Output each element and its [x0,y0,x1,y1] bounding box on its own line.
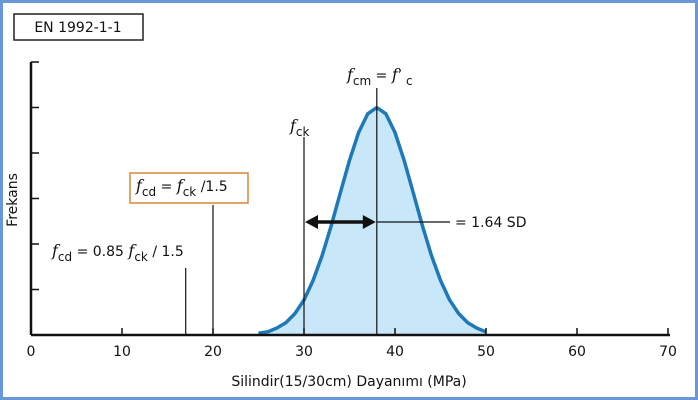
curve [258,105,487,335]
label-part: ck [296,125,310,139]
label-part: cd [58,250,72,264]
label-part: f [51,241,61,260]
label-part: /1.5 [196,179,227,195]
label-part: ck [134,250,148,264]
x-tick-label: 40 [386,344,404,360]
label-part: c [402,74,412,88]
label-part: = [371,68,392,84]
arrow-head [362,215,376,229]
label-part: cm [353,74,371,88]
label-part: ’ [398,68,402,84]
label-part: f [135,176,145,195]
label-part: ck [183,185,197,199]
x-axis-title: Silindir(15/30cm) Dayanımı (MPa) [231,374,466,390]
label-box [129,172,249,204]
label-part: cd [142,185,156,199]
label-part: / 1.5 [148,244,184,260]
label-part: f [391,65,401,84]
arrow-head [305,215,318,229]
x-tick-label: 10 [113,344,131,360]
x-tick-label: 60 [568,344,586,360]
badge: EN 1992-1-1 [34,20,121,36]
marker-label: fcd = 0.85 fck / 1.5 [51,241,184,264]
marker-label: fcm = f’ c [346,65,413,88]
badge-box [13,13,144,41]
marker-label: fcd = fck /1.5 [135,176,228,199]
x-tick-label: 50 [477,344,495,360]
label-part: = [156,179,177,195]
label-part: f [127,241,137,260]
y-axis-title: Frekans [5,173,21,227]
spread-label: = 1.64 SD [455,215,526,231]
x-tick-label: 20 [204,344,222,360]
label-part: = 0.85 [72,244,128,260]
x-tick-label: 30 [295,344,313,360]
marker-label: fck [289,116,310,139]
x-tick-label: 70 [659,344,677,360]
label-part: f [289,116,299,135]
label-part: f [346,65,356,84]
label-part: f [176,176,186,195]
x-tick-label: 0 [27,344,36,360]
